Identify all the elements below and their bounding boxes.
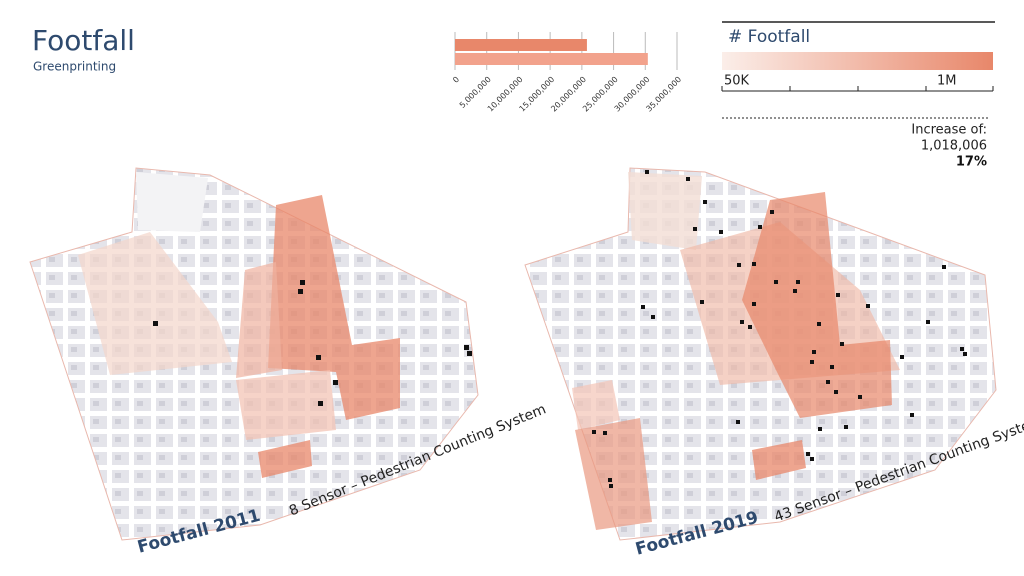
map-2019 — [524, 167, 997, 541]
page-subtitle: Greenprinting — [33, 60, 116, 74]
summary-percent: 17% — [956, 155, 987, 170]
bar — [455, 53, 648, 65]
bar — [455, 39, 587, 51]
legend-gradient — [722, 52, 993, 70]
x-tick-label: 0 — [451, 75, 461, 85]
page-title: Footfall — [32, 24, 135, 57]
summary-label: Increase of: — [911, 123, 987, 138]
legend-low: 50K — [724, 74, 750, 89]
legend-title: # Footfall — [728, 27, 810, 47]
summary-amount: 1,018,006 — [921, 139, 987, 154]
legend-axis — [721, 86, 994, 92]
legend-high: 1M — [937, 74, 957, 89]
map-2011 — [29, 167, 479, 541]
